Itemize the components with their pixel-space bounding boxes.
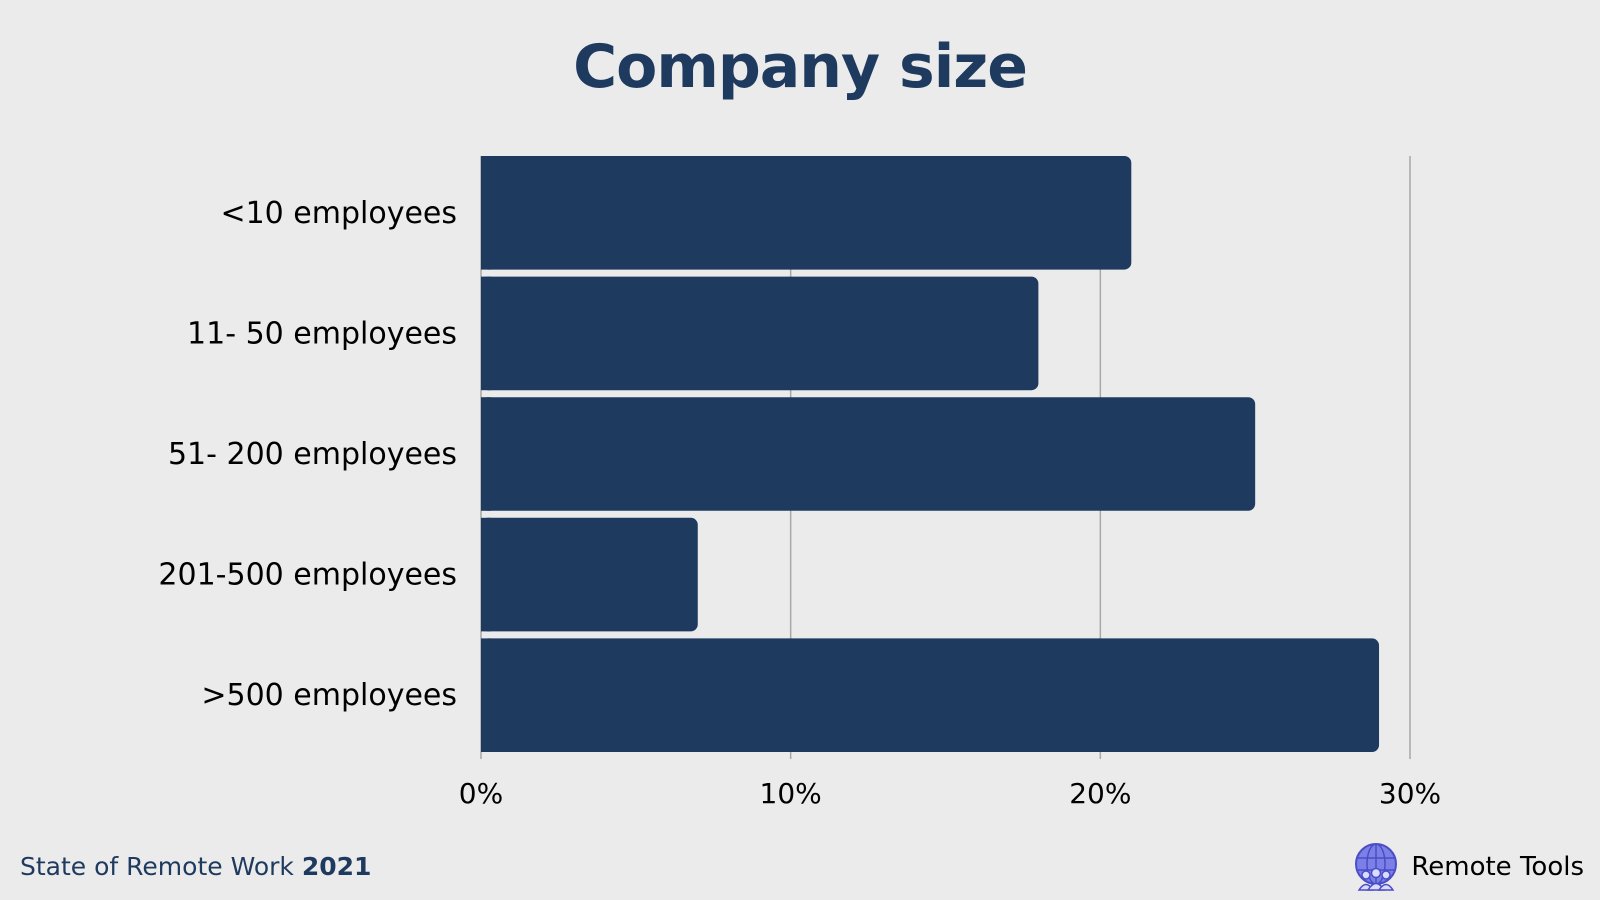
category-label: 201-500 employees [158, 558, 457, 593]
bars [481, 156, 1380, 752]
source-year: 2021 [301, 852, 372, 881]
x-tick-label: 0% [459, 777, 503, 810]
chart-title: Company size [573, 32, 1028, 102]
brand-logo: Remote Tools [1351, 842, 1584, 892]
category-label: <10 employees [220, 196, 457, 231]
axis-labels: 0% 10% 20% 30% <10 employees 11- 50 employees… [158, 196, 1441, 810]
bar-base [481, 156, 491, 270]
bar [481, 638, 1380, 752]
brand-name: Remote Tools [1411, 852, 1584, 882]
bar [481, 156, 1132, 270]
x-tick-label: 30% [1379, 777, 1441, 810]
bar [481, 397, 1256, 511]
bar-base [481, 517, 491, 632]
x-tick-label: 20% [1069, 777, 1131, 810]
category-label: 11- 50 employees [187, 316, 457, 351]
source-text: State of Remote Work [20, 852, 294, 881]
bar [481, 276, 1039, 391]
globe-people-icon [1355, 843, 1398, 891]
bar-base [481, 638, 491, 752]
bar [481, 517, 698, 632]
source-footer: State of Remote Work 2021 [20, 852, 371, 881]
bar-base [481, 276, 491, 391]
bar-base [481, 397, 491, 511]
category-label: >500 employees [201, 678, 457, 713]
category-label: 51- 200 employees [168, 437, 457, 472]
x-tick-label: 10% [760, 777, 822, 810]
